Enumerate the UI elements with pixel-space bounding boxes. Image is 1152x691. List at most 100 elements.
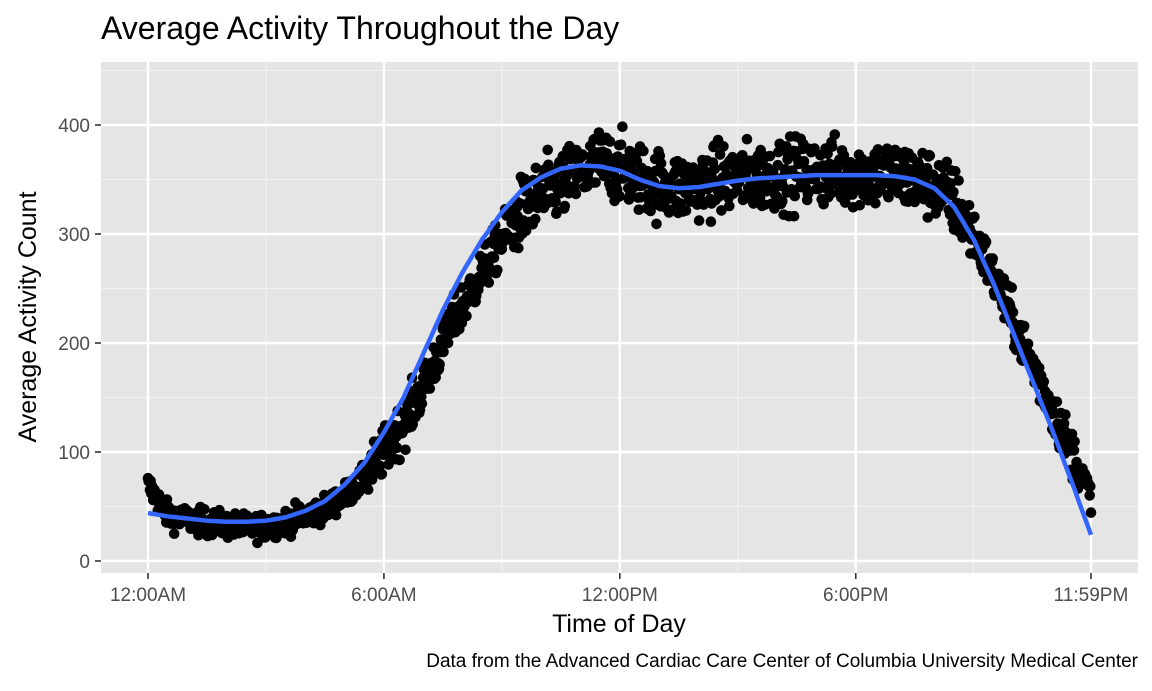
x-axis-title: Time of Day <box>552 610 686 638</box>
y-tick-label: 400 <box>58 116 90 137</box>
data-point <box>542 144 553 156</box>
data-point <box>714 149 726 160</box>
data-point <box>483 277 495 288</box>
data-point <box>777 196 788 207</box>
data-point <box>727 151 738 163</box>
data-point <box>400 444 411 456</box>
data-point <box>543 159 554 171</box>
smooth-trend-line <box>147 163 1094 536</box>
y-axis: 0 100 200 300 400 <box>58 116 101 573</box>
data-point <box>645 205 656 217</box>
chart-caption: Data from the Advanced Cardiac Care Cent… <box>426 651 1138 672</box>
data-point <box>1018 320 1030 332</box>
data-point <box>492 264 503 276</box>
data-point <box>693 215 705 226</box>
data-point <box>924 150 936 161</box>
data-point <box>798 156 810 167</box>
data-point <box>1058 418 1070 429</box>
data-point <box>577 149 588 160</box>
data-point <box>922 212 934 223</box>
data-point <box>868 163 879 174</box>
data-point <box>724 200 735 212</box>
data-point <box>788 210 800 222</box>
x-axis: 12:00AM 6:00AM 12:00PM 6:00PM 11:59PM <box>110 573 1128 606</box>
data-point <box>394 454 405 466</box>
data-point <box>1007 307 1019 318</box>
data-point <box>1085 480 1096 492</box>
data-point <box>617 121 628 132</box>
data-point <box>376 468 388 480</box>
data-point <box>1022 338 1034 350</box>
data-point <box>764 150 776 162</box>
data-point <box>199 504 210 515</box>
data-point <box>530 213 541 225</box>
data-point <box>680 205 692 216</box>
data-point <box>1085 507 1097 518</box>
data-point <box>969 211 980 223</box>
data-point <box>362 484 374 495</box>
x-tick-label: 6:00AM <box>351 585 416 606</box>
data-point <box>716 205 727 216</box>
data-point <box>941 156 953 168</box>
data-point <box>863 179 875 191</box>
data-point <box>825 188 837 199</box>
data-point <box>705 216 717 227</box>
data-point <box>950 166 961 177</box>
data-point <box>615 139 627 150</box>
data-point <box>737 150 748 161</box>
data-point <box>168 528 180 539</box>
data-point <box>655 158 667 169</box>
data-point <box>909 196 920 208</box>
data-point <box>870 198 881 209</box>
data-point <box>590 177 601 188</box>
data-point <box>442 337 454 349</box>
data-point <box>461 310 472 322</box>
data-point <box>424 383 436 394</box>
data-point <box>391 442 403 454</box>
data-point <box>1038 376 1050 387</box>
data-point <box>1006 282 1017 293</box>
y-tick-label: 300 <box>58 225 90 246</box>
data-point <box>604 136 616 147</box>
y-axis-title: Average Activity Count <box>14 191 42 442</box>
x-tick-label: 6:00PM <box>823 585 888 606</box>
data-point <box>829 129 841 140</box>
data-point <box>416 398 428 409</box>
data-point <box>883 191 894 203</box>
data-point <box>980 236 992 247</box>
data-point <box>513 242 524 254</box>
x-tick-label: 12:00AM <box>110 585 186 606</box>
chart-title: Average Activity Throughout the Day <box>101 10 620 46</box>
data-point <box>633 204 645 215</box>
data-point <box>374 460 386 472</box>
y-tick-label: 100 <box>58 443 90 464</box>
data-point <box>438 346 449 358</box>
y-tick-label: 200 <box>58 334 90 355</box>
data-point <box>614 191 626 202</box>
x-tick-label: 11:59PM <box>1054 585 1129 606</box>
data-point <box>330 509 342 521</box>
data-point <box>559 200 571 212</box>
data-point <box>530 162 542 174</box>
data-point <box>651 218 662 230</box>
data-point <box>434 358 445 370</box>
data-point <box>1051 396 1063 408</box>
data-point <box>718 141 729 152</box>
data-point <box>570 188 582 200</box>
data-point <box>748 198 759 209</box>
data-point <box>520 225 532 236</box>
data-point <box>987 253 998 264</box>
data-point <box>1060 409 1071 421</box>
data-point <box>953 175 964 186</box>
data-point <box>963 200 975 211</box>
data-point <box>1084 490 1095 501</box>
data-point <box>519 173 531 185</box>
data-point <box>854 199 865 211</box>
x-tick-label: 12:00PM <box>582 585 658 606</box>
y-tick-label: 0 <box>79 552 90 573</box>
data-point <box>881 143 893 154</box>
data-point <box>488 252 500 263</box>
data-point <box>550 196 561 207</box>
data-point <box>638 145 649 157</box>
